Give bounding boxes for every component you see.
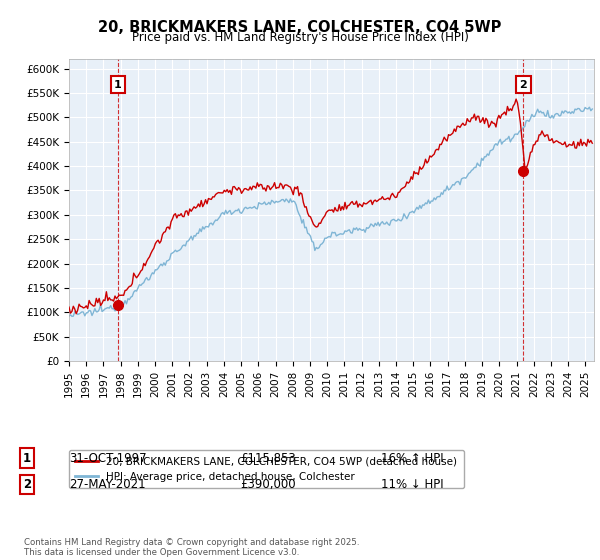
Text: 16% ↑ HPI: 16% ↑ HPI (381, 451, 443, 465)
Text: Price paid vs. HM Land Registry's House Price Index (HPI): Price paid vs. HM Land Registry's House … (131, 31, 469, 44)
Text: £390,000: £390,000 (240, 478, 296, 491)
Text: 11% ↓ HPI: 11% ↓ HPI (381, 478, 443, 491)
Text: 1: 1 (114, 80, 122, 90)
Text: £115,853: £115,853 (240, 451, 296, 465)
Text: 1: 1 (23, 451, 31, 465)
Text: 27-MAY-2021: 27-MAY-2021 (69, 478, 146, 491)
Text: 2: 2 (520, 80, 527, 90)
Text: Contains HM Land Registry data © Crown copyright and database right 2025.
This d: Contains HM Land Registry data © Crown c… (24, 538, 359, 557)
Text: 20, BRICKMAKERS LANE, COLCHESTER, CO4 5WP: 20, BRICKMAKERS LANE, COLCHESTER, CO4 5W… (98, 20, 502, 35)
Legend: 20, BRICKMAKERS LANE, COLCHESTER, CO4 5WP (detached house), HPI: Average price, : 20, BRICKMAKERS LANE, COLCHESTER, CO4 5W… (69, 450, 464, 488)
Text: 2: 2 (23, 478, 31, 491)
Text: 31-OCT-1997: 31-OCT-1997 (69, 451, 146, 465)
